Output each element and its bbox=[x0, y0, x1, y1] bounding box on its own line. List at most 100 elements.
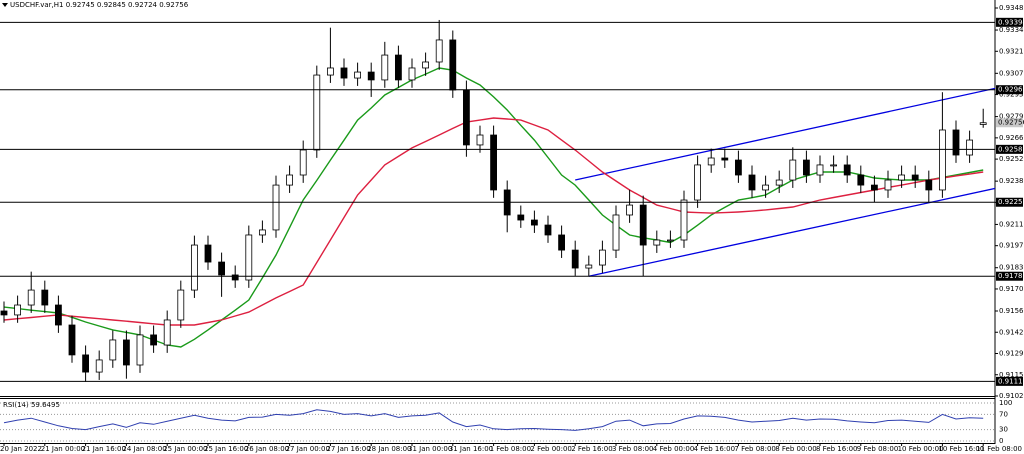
candle-body bbox=[857, 174, 865, 186]
candle-body bbox=[462, 89, 470, 146]
candle-body bbox=[952, 129, 960, 156]
x-tick-label: 24 Jan 08:00 bbox=[122, 445, 166, 453]
candle-body bbox=[721, 157, 729, 161]
candle-body bbox=[41, 289, 49, 306]
candle-body bbox=[558, 234, 565, 251]
last-price-box bbox=[996, 118, 1023, 128]
trend-line bbox=[588, 187, 995, 277]
candle-body bbox=[123, 339, 130, 366]
x-tick-label: 25 Jan 00:00 bbox=[163, 445, 207, 453]
candle-body bbox=[449, 39, 457, 91]
candle-body bbox=[55, 304, 62, 326]
candle-body bbox=[490, 134, 498, 191]
candle-body bbox=[911, 174, 919, 181]
candle-body bbox=[272, 184, 280, 231]
x-tick-label: 8 Feb 00:00 bbox=[775, 445, 816, 453]
x-tick-label: 31 Jan 16:00 bbox=[449, 445, 493, 453]
candle-body bbox=[422, 61, 430, 69]
rsi-tick-label: 30 bbox=[999, 426, 1008, 434]
candle-body bbox=[531, 219, 538, 226]
candle-body bbox=[14, 304, 22, 316]
x-tick-label: 7 Feb 08:00 bbox=[734, 445, 775, 453]
y-tick-label: 0.92385 bbox=[999, 177, 1024, 185]
x-tick-label: 8 Feb 16:00 bbox=[816, 445, 857, 453]
candle-body bbox=[939, 129, 946, 191]
x-tick-label: 1 Feb 08:00 bbox=[490, 445, 531, 453]
level-label: 0.92251 bbox=[998, 198, 1024, 206]
candle-body bbox=[830, 164, 837, 167]
level-label: 0.92966 bbox=[998, 86, 1024, 94]
x-tick-label: 28 Jan 08:00 bbox=[367, 445, 411, 453]
candle-body bbox=[394, 54, 402, 81]
candle-body bbox=[0, 310, 8, 316]
x-tick-label: 26 Jan 08:00 bbox=[245, 445, 289, 453]
candle-body bbox=[245, 234, 253, 281]
y-tick-label: 0.91155 bbox=[999, 371, 1024, 379]
y-tick-label: 0.92525 bbox=[999, 155, 1024, 163]
rsi-line bbox=[3, 409, 984, 431]
candle-body bbox=[626, 204, 633, 216]
level-label: 0.93394 bbox=[998, 18, 1024, 26]
level-label: 0.92587 bbox=[998, 145, 1024, 153]
y-tick-label: 0.92935 bbox=[999, 91, 1024, 99]
y-tick-label: 0.93345 bbox=[999, 26, 1024, 34]
candle-body bbox=[517, 214, 525, 221]
candle-body bbox=[381, 54, 389, 81]
candle-body bbox=[27, 289, 35, 306]
candle-body bbox=[762, 184, 769, 191]
x-tick-label: 4 Feb 00:00 bbox=[653, 445, 694, 453]
candle-body bbox=[966, 139, 973, 156]
candle-body bbox=[218, 261, 226, 276]
candle-body bbox=[163, 319, 171, 346]
candle-body bbox=[367, 71, 375, 81]
candle-body bbox=[694, 164, 701, 201]
candle-body bbox=[258, 229, 266, 236]
x-tick-label: 9 Feb 08:00 bbox=[857, 445, 898, 453]
y-tick-label: 0.91975 bbox=[999, 242, 1024, 250]
candle-body bbox=[68, 324, 76, 356]
candle-body bbox=[775, 179, 783, 186]
x-tick-label: 4 Feb 16:00 bbox=[694, 445, 735, 453]
candle-body bbox=[925, 179, 933, 191]
level-box bbox=[996, 85, 1023, 95]
candle-body bbox=[789, 159, 797, 181]
candle-body bbox=[612, 214, 620, 251]
x-tick-label: 25 Jan 16:00 bbox=[204, 445, 248, 453]
x-tick-label: 2 Feb 16:00 bbox=[571, 445, 612, 453]
x-tick-label: 21 Jan 16:00 bbox=[82, 445, 126, 453]
candle-body bbox=[748, 174, 756, 191]
candle-body bbox=[109, 339, 117, 361]
rsi-label: RSI(14) 59.6495 bbox=[3, 401, 60, 409]
plot-area bbox=[0, 19, 995, 382]
x-tick-label: 27 Jan 16:00 bbox=[326, 445, 370, 453]
candle-body bbox=[653, 239, 661, 246]
y-tick-label: 0.91835 bbox=[999, 264, 1024, 272]
candle-body bbox=[190, 244, 198, 291]
candle-body bbox=[585, 264, 593, 269]
candle-body bbox=[898, 174, 905, 181]
x-tick-label: 2 Feb 00:00 bbox=[530, 445, 571, 453]
level-label: 0.91781 bbox=[998, 272, 1024, 280]
candle-body bbox=[286, 174, 294, 186]
candle-body bbox=[816, 164, 824, 176]
candle-body bbox=[231, 274, 239, 281]
candle-body bbox=[313, 74, 321, 151]
y-tick-label: 0.93485 bbox=[999, 4, 1024, 12]
level-box bbox=[996, 271, 1023, 281]
candle-body bbox=[299, 149, 307, 176]
candle-body bbox=[408, 67, 416, 81]
candle-body bbox=[95, 359, 103, 373]
last-price-label: 0.92756 bbox=[998, 119, 1024, 127]
x-tick-label: 21 Jan 00:00 bbox=[41, 445, 85, 453]
x-tick-label: 31 Jan 00:00 bbox=[408, 445, 452, 453]
candle-body bbox=[680, 199, 688, 241]
